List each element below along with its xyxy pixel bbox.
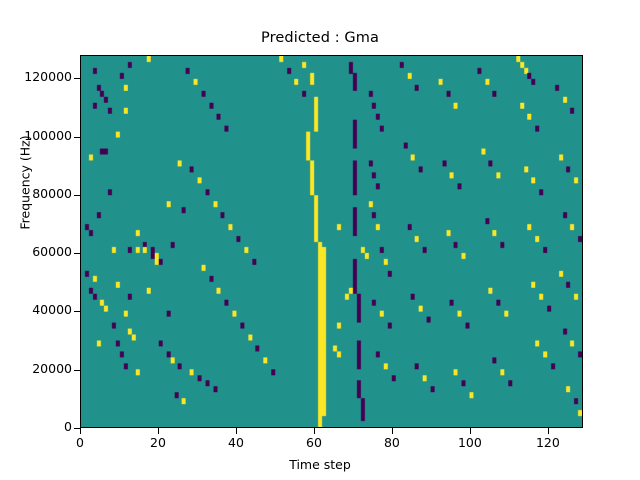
y-tick-label: 0	[64, 419, 72, 434]
chart-title: Predicted : Gma	[261, 30, 379, 46]
y-tick-mark	[74, 253, 80, 255]
x-tick-mark	[547, 428, 549, 434]
x-tick-mark	[391, 428, 393, 434]
y-axis-label: Frequency (Hz)	[17, 135, 33, 230]
y-tick-mark	[74, 369, 80, 371]
x-tick-label: 0	[76, 435, 84, 450]
x-tick-label: 20	[150, 435, 166, 450]
x-tick-mark	[469, 428, 471, 434]
y-tick-mark	[74, 136, 80, 138]
y-tick-label: 60000	[32, 244, 72, 260]
y-tick-label: 100000	[24, 127, 72, 143]
y-tick-mark	[74, 428, 80, 429]
y-tick-label: 20000	[32, 360, 72, 376]
x-tick-mark	[80, 428, 81, 434]
x-tick-label: 100	[457, 435, 482, 450]
x-tick-label: 40	[228, 435, 244, 450]
heatmap-canvas	[81, 56, 582, 427]
y-tick-label: 80000	[32, 185, 72, 201]
y-tick-mark	[74, 194, 80, 196]
x-axis-label: Time step	[289, 457, 351, 472]
y-tick-mark	[74, 311, 80, 313]
x-tick-label: 80	[383, 435, 400, 450]
x-tick-mark	[157, 428, 159, 434]
y-tick-label: 40000	[32, 302, 72, 318]
x-tick-mark	[313, 428, 315, 434]
y-tick-mark	[74, 78, 80, 80]
y-tick-label: 120000	[24, 69, 72, 85]
x-tick-label: 120	[535, 435, 560, 450]
x-tick-label: 60	[306, 435, 322, 450]
heatmap-axes	[80, 55, 583, 428]
x-tick-mark	[235, 428, 237, 434]
